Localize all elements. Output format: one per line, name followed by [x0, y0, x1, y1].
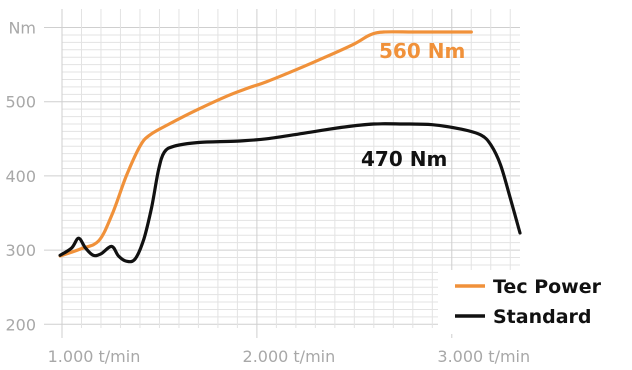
x-tick-label-0: 1.000 t/min [48, 347, 141, 366]
y-tick-label-3: 500 [5, 93, 36, 112]
annotation-560-nm: 560 Nm [379, 39, 465, 63]
legend-background [438, 270, 632, 334]
y-tick-label-2: 400 [5, 167, 36, 186]
horizontal-gridlines [44, 27, 520, 325]
legend-label-tec-power: Tec Power [493, 276, 602, 298]
x-tick-label-1: 2.000 t/min [243, 347, 336, 366]
y-axis-tick-labels: 200 300 400 500 Nm [5, 19, 36, 335]
series-line-tec-power [58, 30, 473, 258]
series-lines [58, 30, 522, 264]
x-tick-label-2: 3.000 t/min [437, 347, 530, 366]
x-axis-tick-labels: 1.000 t/min 2.000 t/min 3.000 t/min [48, 347, 531, 366]
legend-label-standard: Standard [493, 306, 592, 328]
annotation-470-nm: 470 Nm [361, 147, 447, 171]
series-line-standard [58, 122, 522, 264]
y-tick-label-4: Nm [8, 19, 36, 38]
y-tick-label-0: 200 [5, 315, 36, 334]
legend: Tec Power Standard [438, 270, 632, 334]
y-tick-label-1: 300 [5, 241, 36, 260]
